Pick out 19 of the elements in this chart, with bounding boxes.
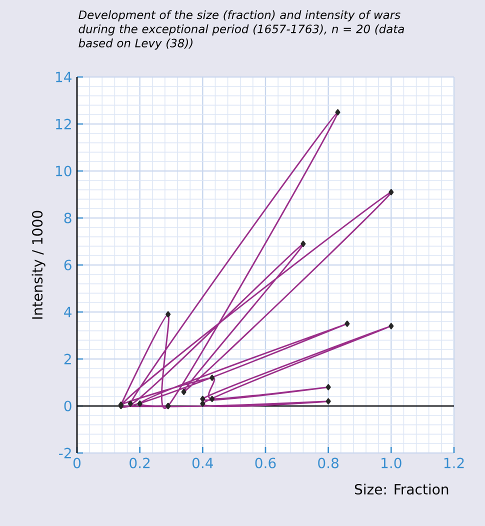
- x-tick-label: 0: [73, 458, 81, 468]
- y-tick-label: 2: [64, 354, 71, 364]
- y-tick-label: 12: [56, 118, 71, 130]
- x-tick-label: 0.2: [130, 458, 150, 468]
- y-tick-label: 14: [56, 72, 72, 82]
- x-tick-label: 1.0: [382, 458, 402, 468]
- x-tick-label: 0.8: [318, 458, 338, 468]
- x-tick-label: 1.2: [444, 458, 464, 468]
- y-tick-label: 6: [64, 260, 72, 270]
- y-tick-label: -2: [59, 448, 71, 458]
- x-axis-title: Size: Fraction: [354, 484, 448, 495]
- y-axis-title: Intensity / 1000: [32, 210, 46, 319]
- chart-title: Development of the size (fraction) and intensity of wars during the exceptional period (1657-1763), n = 20 (data based on Levy (38)): [78, 10, 404, 50]
- x-tick-label: 0.6: [255, 458, 276, 468]
- x-tick-label: 0.4: [192, 458, 213, 468]
- y-tick-label: 4: [64, 306, 72, 318]
- y-tick-label: 0: [64, 400, 72, 412]
- y-tick-label: 8: [64, 212, 72, 224]
- y-tick-label: 10: [56, 166, 72, 176]
